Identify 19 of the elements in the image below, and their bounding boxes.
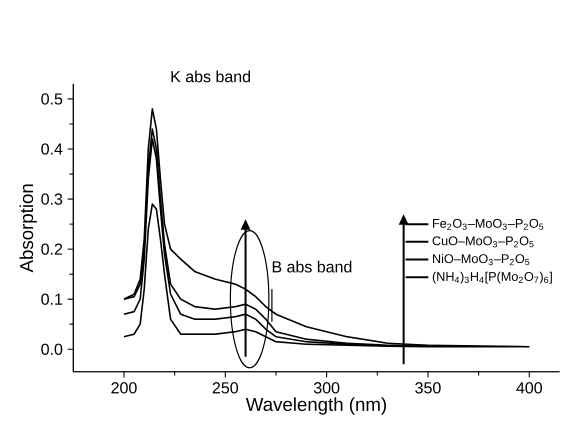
x-tick-label: 400 — [516, 382, 542, 394]
y-tick-label: 0.3 — [41, 193, 62, 205]
x-tick-label: 350 — [415, 382, 441, 394]
legend-label: CuO–MoO$_{3}$–P$_{2}$O$_{5}$ — [432, 236, 534, 248]
text: K abs band — [171, 70, 250, 82]
y-tick-label: 0.2 — [41, 243, 62, 255]
annotation: B abs band — [272, 260, 352, 272]
text: (NH$_{4}$)$_{3}$H$_{4}$[P(Mo$_{2}$O$_{7}$)$_{6}$] — [432, 272, 552, 284]
x-tick-label: 300 — [314, 382, 340, 394]
y-tick-label: 0.4 — [41, 143, 62, 155]
x-tick-label: 200 — [111, 382, 137, 394]
x-tick-label: 250 — [212, 382, 238, 394]
y-tick-label: 0.1 — [41, 294, 62, 305]
y-tick-label: 0.5 — [41, 93, 62, 105]
y-axis-title: Absorption — [19, 184, 37, 272]
legend-label: NiO–MoO$_{3}$–P$_{2}$O$_{5}$ — [433, 254, 530, 266]
x-axis-title: Wavelength (nm) — [246, 397, 386, 415]
y-tick-label: 0.0 — [41, 344, 62, 355]
text: Fe$_{2}$O$_{3}$–MoO$_{3}$–P$_{2}$O$_{5}$ — [433, 218, 544, 230]
